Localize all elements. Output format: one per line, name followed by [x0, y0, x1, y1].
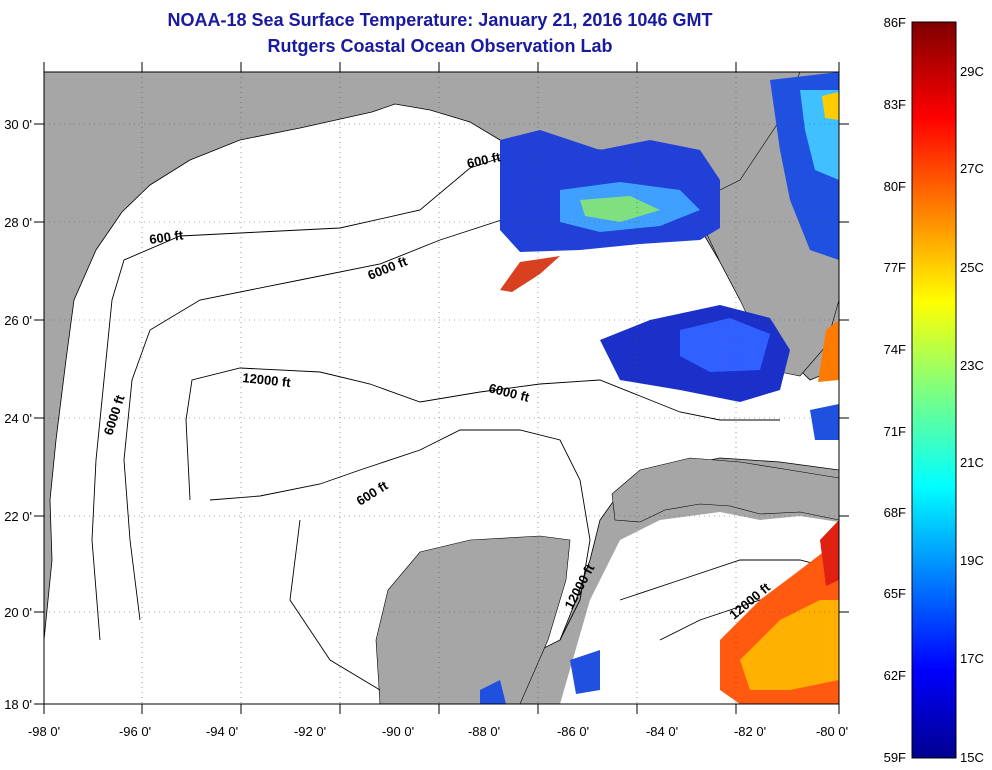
lat-label: 20 0' [4, 605, 32, 620]
lon-label: -80 0' [816, 724, 848, 739]
lon-label: -90 0' [382, 724, 414, 739]
colorbar-f-label: 83F [884, 97, 906, 112]
lon-label: -88 0' [468, 724, 500, 739]
map-subtitle: Rutgers Coastal Ocean Observation Lab [267, 36, 613, 56]
colorbar-c-label: 29C [960, 64, 984, 79]
colorbar-f-label: 62F [884, 668, 906, 683]
colorbar-f-label: 80F [884, 179, 906, 194]
colorbar-c-label: 27C [960, 161, 984, 176]
lat-label: 24 0' [4, 411, 32, 426]
colorbar-f-label: 71F [884, 424, 906, 439]
lon-label: -84 0' [646, 724, 678, 739]
lat-label: 26 0' [4, 313, 32, 328]
lon-label: -96 0' [119, 724, 151, 739]
colorbar-c-label: 21C [960, 455, 984, 470]
colorbar-f-label: 74F [884, 342, 906, 357]
cuba-landmass [611, 457, 839, 523]
lat-label: 22 0' [4, 509, 32, 524]
colorbar-c-label: 25C [960, 260, 984, 275]
axis-ticks [34, 62, 849, 714]
contour-label-600ft-west: 600 ft [148, 227, 184, 247]
lat-label: 28 0' [4, 215, 32, 230]
colorbar-f-label: 65F [884, 586, 906, 601]
sst-data-swaths [480, 72, 839, 704]
lon-label: -94 0' [206, 724, 238, 739]
colorbar-c-label: 17C [960, 651, 984, 666]
lat-lon-grid [44, 72, 839, 704]
map-title: NOAA-18 Sea Surface Temperature: January… [167, 10, 713, 30]
colorbar-f-label: 68F [884, 505, 906, 520]
contour-label-600ft-north: 600 ft [466, 149, 503, 171]
lat-label: 18 0' [4, 697, 32, 712]
colorbar-f-label: 77F [884, 260, 906, 275]
lon-label: -82 0' [734, 724, 766, 739]
map-frame [43, 71, 840, 705]
colorbar-c-label: 23C [960, 358, 984, 373]
lat-label: 30 0' [4, 117, 32, 132]
contour-label-12000ft-center: 12000 ft [242, 370, 292, 390]
colorbar-f-label: 86F [884, 15, 906, 30]
lon-label: -98 0' [28, 724, 60, 739]
colorbar-c-label: 19C [960, 553, 984, 568]
colorbar-c-label: 15C [960, 750, 984, 765]
yucatan-landmass [375, 535, 571, 704]
temperature-colorbar [911, 21, 957, 759]
colorbar-f-label: 59F [884, 750, 906, 765]
lon-label: -92 0' [294, 724, 326, 739]
lon-label: -86 0' [557, 724, 589, 739]
